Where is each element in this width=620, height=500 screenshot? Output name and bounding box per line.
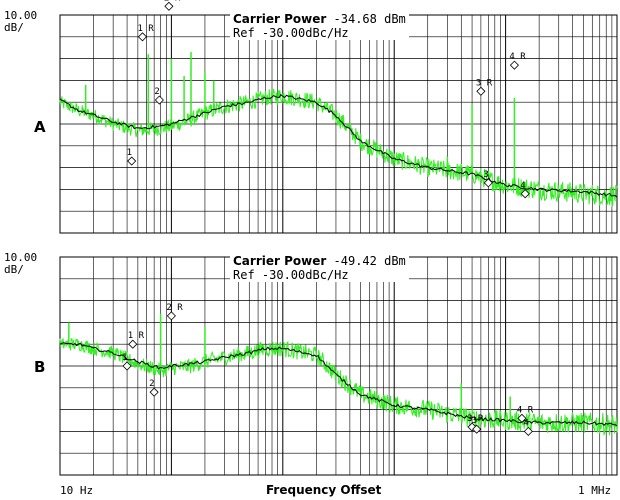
marker-label: 1 R [137, 24, 154, 34]
marker-diamond [137, 32, 148, 42]
panel-a-scale-unit: dB/ [4, 21, 24, 34]
marker-diamond [127, 156, 137, 166]
panel-a-scale-value: 10.00 [4, 9, 38, 22]
noise-trace-smoothed [59, 342, 618, 427]
panel-b-carrier-power-label: Carrier Power [233, 254, 327, 268]
panel-b-ref-text: Ref -30.00dBc/Hz [233, 268, 349, 282]
marker-label: 1 R [128, 331, 145, 341]
marker-label: 2 [149, 379, 154, 389]
panel-a-carrier-power-value: -34.68 dBm [333, 12, 406, 26]
noise-trace-smoothed [59, 93, 618, 198]
marker-diamond [166, 311, 176, 321]
panel-b-scale-unit: dB/ [4, 263, 24, 276]
marker-diamond [149, 387, 159, 397]
panel-a-ref-text: Ref -30.00dBc/Hz [233, 26, 349, 40]
marker-diamond [128, 339, 138, 349]
marker-diamond [472, 424, 482, 434]
marker-diamond [509, 60, 519, 70]
noise-trace-raw [59, 337, 618, 436]
marker-label: 3 [483, 170, 488, 180]
panel-a-carrier-box: Carrier Power -34.68 dBm Ref -30.00dBc/H… [230, 12, 409, 40]
noise-trace-raw [59, 88, 618, 208]
marker-label: 2 R [164, 0, 181, 3]
panel-a-carrier-power-label: Carrier Power [233, 12, 327, 26]
marker-label: 3 R [467, 414, 484, 424]
marker-label: 2 R [166, 303, 183, 313]
panel-a-trace-label: A [34, 118, 46, 136]
marker-label: 4 [520, 181, 525, 191]
marker-label: 4 R [517, 405, 534, 415]
marker-label: 1 [122, 353, 127, 363]
marker-label: 1 [127, 148, 132, 158]
panel-b-plot: 1 R 2 R 1 2 3 R 4 R 3 4 [59, 256, 618, 476]
x-axis-end-label: 1 MHz [578, 484, 612, 497]
marker-label: 4 R [509, 52, 526, 62]
marker-label: 4 [523, 418, 528, 428]
marker-diamond [122, 361, 132, 371]
panel-b-carrier-box: Carrier Power -49.42 dBm Ref -30.00dBc/H… [230, 254, 409, 282]
marker-label: 2 [154, 87, 159, 97]
panel-b-carrier-power-value: -49.42 dBm [333, 254, 406, 268]
marker-diamond [517, 413, 527, 423]
panel-a-plot: 1 R 2 R 2 1 3 R 4 R 3 4 [59, 0, 618, 234]
marker-label: 3 [472, 416, 477, 426]
x-axis-start-label: 10 Hz [60, 484, 94, 497]
panel-b-scale-value: 10.00 [4, 251, 38, 264]
marker-diamond [523, 426, 533, 436]
panel-b-trace-label: B [34, 358, 46, 376]
marker-diamond [476, 86, 486, 96]
marker-label: 3 R [476, 78, 493, 88]
marker-diamond [154, 95, 164, 105]
marker-diamond [520, 189, 530, 199]
x-axis-title: Frequency Offset [266, 483, 382, 497]
marker-diamond [483, 178, 493, 188]
marker-diamond [164, 1, 174, 11]
